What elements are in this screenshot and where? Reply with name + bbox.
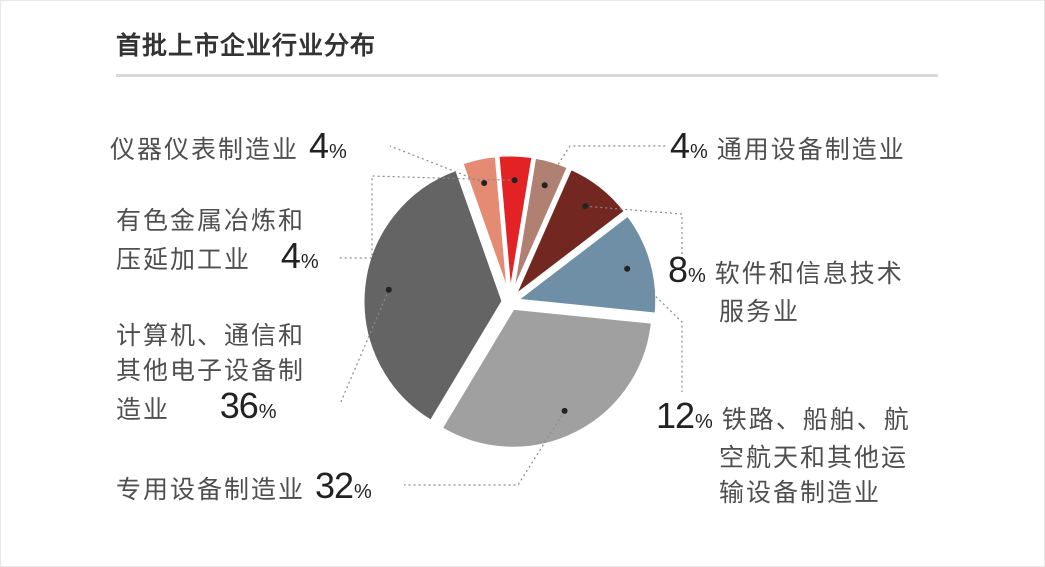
- label-jisuanji-pct: 36%: [219, 385, 277, 426]
- pie-slice: [460, 154, 511, 296]
- leader-line: [389, 145, 485, 184]
- label-tielu-pct: 12%: [656, 395, 713, 436]
- label-yiqi-text: 仪器仪表制造业: [110, 135, 300, 164]
- label-zhuanyong-pct: 32%: [314, 465, 372, 506]
- label-tielu: 12% 铁路、船舶、航 空航天和其他运 输设备制造业: [656, 398, 911, 510]
- label-youse-line1: 有色金属冶炼和: [116, 206, 306, 235]
- leader-dot: [481, 179, 488, 186]
- label-ruanjian: 8% 软件和信息技术 服务业: [668, 252, 904, 329]
- leader-line: [339, 289, 390, 405]
- label-youse: 有色金属冶炼和 压延加工业 4%: [116, 203, 319, 280]
- label-tielu-line1: 12% 铁路、船舶、航: [656, 398, 911, 440]
- label-youse-pct: 4%: [280, 235, 319, 276]
- label-ruanjian-line2: 服务业: [719, 297, 801, 326]
- label-yiqi-pct: 4%: [308, 125, 347, 166]
- pie-slice: [361, 167, 505, 424]
- pie-slice: [512, 166, 628, 298]
- label-jisuanji-line2: 其他电子设备制: [116, 356, 306, 385]
- label-tongyong-pct: 4%: [670, 125, 708, 166]
- pie-slice: [510, 155, 571, 296]
- label-jisuanji-line3: 造业 36%: [116, 388, 305, 430]
- title-divider: [116, 74, 938, 77]
- label-tielu-line3: 输设备制造业: [719, 478, 882, 507]
- label-ruanjian-line1: 8% 软件和信息技术: [668, 252, 904, 294]
- label-tongyong-text: 通用设备制造业: [716, 135, 906, 164]
- leader-dot: [511, 177, 518, 184]
- label-jisuanji: 计算机、通信和 其他电子设备制 造业 36%: [116, 318, 305, 430]
- pie-slice: [439, 306, 655, 450]
- leader-line: [338, 175, 515, 259]
- leader-dot: [385, 286, 392, 293]
- leader-line: [585, 205, 683, 258]
- leader-dot: [624, 265, 631, 272]
- leader-line: [626, 268, 683, 392]
- label-zhuanyong-text: 专用设备制造业: [116, 475, 306, 504]
- label-zhuanyong: 专用设备制造业 32%: [116, 465, 372, 510]
- label-ruanjian-pct: 8%: [668, 249, 706, 290]
- leader-dot: [582, 203, 589, 210]
- label-yiqi: 仪器仪表制造业 4%: [110, 125, 347, 170]
- leader-line: [544, 145, 668, 186]
- chart-title: 首批上市企业行业分布: [116, 31, 377, 60]
- label-jisuanji-line1: 计算机、通信和: [116, 321, 306, 350]
- pie-slice: [512, 212, 659, 316]
- pie-slice: [496, 153, 535, 296]
- leader-dot: [541, 182, 548, 189]
- label-tongyong: 4% 通用设备制造业: [670, 128, 906, 170]
- label-tielu-line2: 空航天和其他运: [719, 443, 909, 472]
- label-youse-line2: 压延加工业 4%: [116, 235, 319, 280]
- leader-dot: [561, 407, 568, 414]
